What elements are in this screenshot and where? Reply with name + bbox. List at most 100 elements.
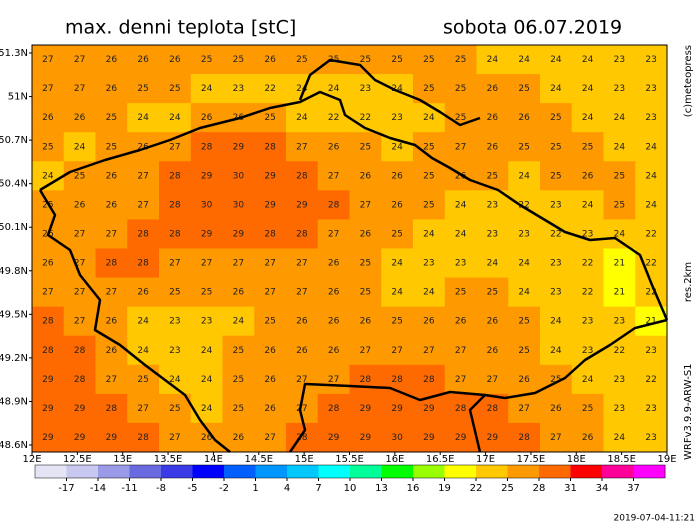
temperature-label: 25 [137, 84, 148, 94]
temperature-cell [381, 335, 414, 366]
temperature-cell [635, 45, 668, 75]
temperature-cell [286, 219, 319, 249]
temperature-cell [571, 132, 604, 162]
colorbar-label: 31 [564, 483, 577, 494]
temperature-label: 25 [391, 229, 402, 239]
temperature-label: 29 [423, 404, 435, 414]
temperature-label: 26 [455, 171, 467, 181]
temperature-cell [540, 335, 573, 366]
temperature-label: 26 [487, 317, 499, 327]
colorbar-segment [476, 465, 508, 478]
temperature-cell [159, 277, 192, 308]
temperature-label: 28 [74, 375, 86, 385]
temperature-label: 28 [423, 375, 435, 385]
temperature-label: 29 [264, 200, 276, 210]
colorbar-label: -2 [219, 483, 229, 494]
temperature-label: 23 [487, 200, 498, 210]
temperature-label: 22 [328, 113, 339, 123]
temperature-cell [190, 364, 223, 395]
map-title: max. denni teplota [stC] [65, 17, 296, 39]
temperature-cell [603, 335, 636, 366]
temperature-cell [222, 45, 255, 75]
temperature-cell [635, 103, 668, 133]
temperature-label: 23 [645, 404, 656, 414]
temperature-cell [540, 74, 573, 104]
temperature-label: 25 [137, 375, 148, 385]
temperature-cell [63, 364, 96, 395]
temperature-label: 26 [391, 200, 403, 210]
temperature-cell [254, 393, 287, 424]
temperature-cell [286, 335, 319, 366]
temperature-cell [222, 161, 255, 191]
temperature-label: 24 [201, 375, 213, 385]
temperature-label: 23 [645, 84, 656, 94]
temperature-cell [635, 161, 668, 191]
temperature-label: 27 [74, 229, 85, 239]
temperature-label: 27 [169, 142, 180, 152]
temperature-label: 23 [582, 317, 593, 327]
temperature-cell [286, 277, 319, 308]
temperature-label: 26 [328, 142, 340, 152]
temperature-label: 26 [74, 200, 86, 210]
temperature-label: 24 [550, 55, 562, 65]
colorbar-label: -17 [58, 483, 74, 494]
temperature-label: 26 [42, 113, 54, 123]
lat-label: 48.9N [0, 396, 28, 407]
temperature-label: 27 [455, 142, 466, 152]
temperature-cell [413, 422, 446, 453]
temperature-label: 26 [296, 346, 308, 356]
temperature-cell [444, 277, 477, 308]
temperature-cell [222, 248, 255, 279]
temperature-cell [317, 364, 350, 395]
lon-label: 15E [295, 454, 314, 465]
temperature-cell [540, 248, 573, 279]
temperature-label: 27 [487, 375, 498, 385]
temperature-cell [254, 306, 287, 337]
temperature-cell [571, 45, 604, 75]
temperature-cell [286, 306, 319, 337]
temperature-label: 25 [455, 55, 466, 65]
temperature-cell [286, 103, 319, 133]
temperature-cell [349, 364, 382, 395]
temperature-label: 27 [455, 346, 466, 356]
temperature-cell [349, 161, 382, 191]
temperature-label: 27 [201, 259, 212, 269]
temperature-cell [317, 248, 350, 279]
temperature-cell [508, 161, 541, 191]
temperature-label: 28 [455, 404, 467, 414]
temperature-label: 28 [296, 433, 308, 443]
temperature-label: 27 [360, 346, 371, 356]
temperature-label: 23 [233, 84, 244, 94]
temperature-label: 23 [614, 375, 625, 385]
temperature-label: 24 [582, 375, 594, 385]
temperature-cell [222, 422, 255, 453]
temperature-cell [190, 306, 223, 337]
colorbar-label: 37 [627, 483, 640, 494]
temperature-label: 25 [233, 404, 244, 414]
temperature-cell [635, 335, 668, 366]
temperature-cell [95, 161, 128, 191]
lon-label: 13E [113, 454, 132, 465]
colorbar-segment [224, 465, 256, 478]
temperature-label: 28 [169, 171, 181, 181]
temperature-label: 29 [296, 200, 308, 210]
colorbar-segment [381, 465, 414, 478]
lon-label: 13.5E [154, 454, 183, 465]
temperature-cell [317, 103, 350, 133]
temperature-cell [286, 74, 319, 104]
colorbar-segment [129, 465, 162, 478]
temperature-cell [540, 190, 573, 220]
temperature-cell [476, 190, 509, 220]
temperature-label: 22 [360, 113, 371, 123]
temperature-label: 26 [487, 84, 499, 94]
temperature-label: 27 [264, 433, 275, 443]
temperature-cell [222, 364, 255, 395]
resolution: res.2km [683, 262, 694, 302]
temperature-cell [508, 277, 541, 308]
temperature-cell [254, 219, 287, 249]
temperature-label: 27 [42, 55, 53, 65]
temperature-label: 25 [455, 288, 466, 298]
lat-label: 49.2N [0, 353, 28, 364]
temperature-label: 25 [233, 375, 244, 385]
